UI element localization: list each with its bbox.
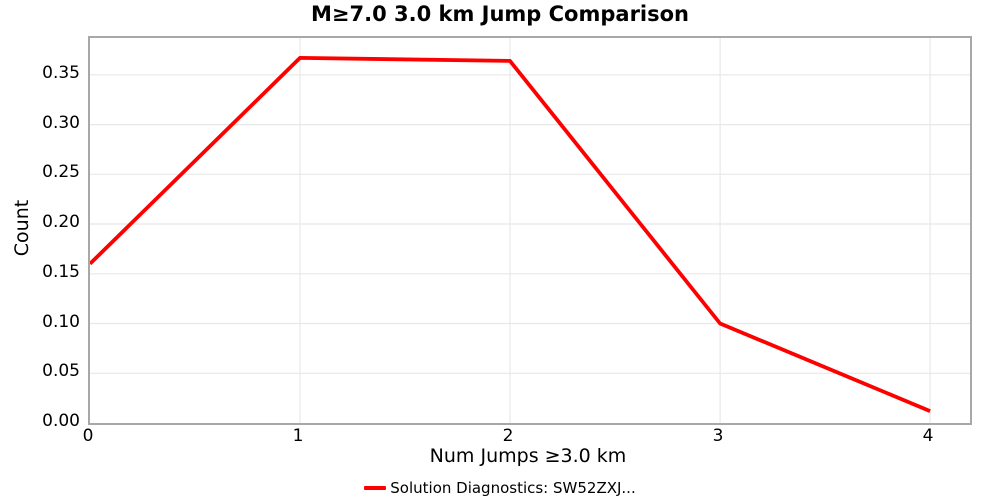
x-tick-label: 2 [502,426,514,446]
legend-label: Solution Diagnostics: SW52ZXJ... [390,479,636,497]
legend-line-sample-icon [364,486,387,490]
y-tick-label: 0.20 [42,212,80,233]
y-axis-ticks: 0.00 0.05 0.10 0.15 0.20 0.25 0.30 0.35 [0,36,80,431]
y-tick-label: 0.30 [42,112,80,133]
x-axis-label: Num Jumps ≥3.0 km [429,445,627,467]
y-tick-label: 0.25 [42,162,80,183]
x-tick-label: 3 [712,426,724,446]
plot-canvas [90,38,970,423]
x-tick-label: 4 [922,426,934,446]
x-tick-label: 0 [82,426,94,446]
y-tick-label: 0.05 [42,361,80,382]
x-tick-label: 1 [292,426,304,446]
y-tick-label: 0.10 [42,311,80,332]
plot-area [88,36,972,425]
data-line [90,55,931,413]
y-tick-label: 0.15 [42,261,80,282]
x-axis-ticks: 0 1 2 3 4 [83,426,968,448]
y-tick-label: 0.35 [42,62,80,83]
legend: Solution Diagnostics: SW52ZXJ... [0,479,1000,497]
y-tick-label: 0.00 [42,411,80,431]
chart-title: M≥7.0 3.0 km Jump Comparison [310,2,690,26]
